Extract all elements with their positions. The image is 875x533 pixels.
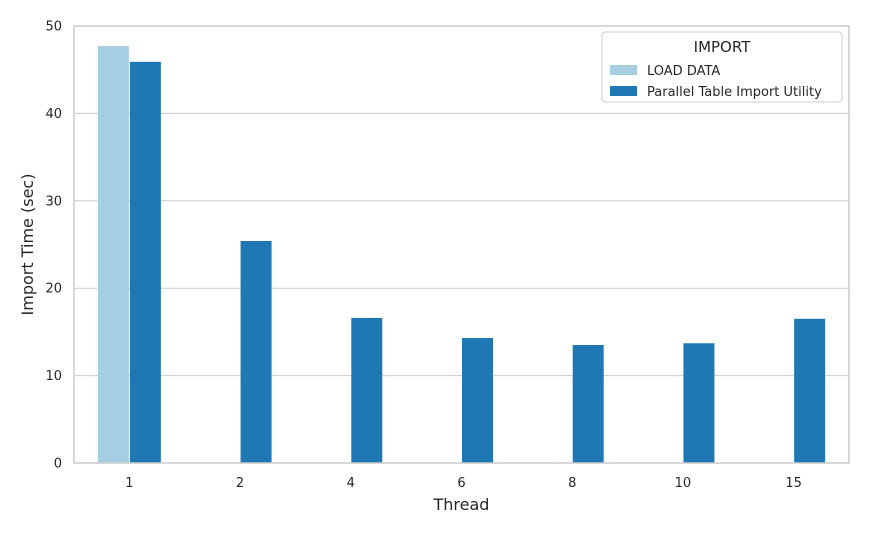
y-tick-label: 30: [45, 194, 62, 209]
legend-item: Parallel Table Import Utility: [610, 85, 822, 100]
bar: [97, 46, 129, 464]
legend-item: LOAD DATA: [610, 64, 720, 79]
bar: [351, 317, 383, 463]
bar: [683, 343, 715, 463]
legend-swatch: [610, 86, 637, 96]
bar: [129, 61, 161, 464]
x-tick-label: 8: [568, 476, 576, 491]
y-tick-label: 20: [45, 282, 62, 297]
legend-label: LOAD DATA: [647, 64, 720, 79]
x-tick-label: 1: [125, 476, 133, 491]
legend: IMPORT LOAD DATA Parallel Table Import Ut…: [601, 31, 843, 103]
x-tick-label: 2: [236, 476, 244, 491]
x-tick-label: 6: [457, 476, 465, 491]
x-tick-label: 10: [675, 476, 692, 491]
legend-box: [601, 31, 843, 103]
bars: [97, 46, 826, 464]
bar: [794, 318, 826, 463]
y-tick-labels: 0 10 20 30 40 50: [45, 20, 62, 472]
y-tick-label: 50: [45, 20, 62, 35]
legend-swatch: [610, 65, 637, 75]
bar: [572, 345, 604, 463]
x-tick-labels: 1 2 4 6 8 10 15: [125, 476, 802, 491]
bar: [462, 338, 493, 463]
y-axis-label: Import Time (sec): [18, 174, 37, 316]
legend-title: IMPORT: [694, 38, 752, 56]
y-tick-label: 10: [45, 369, 62, 384]
x-tick-label: 15: [785, 476, 802, 491]
x-tick-label: 4: [347, 476, 355, 491]
y-tick-label: 0: [54, 457, 62, 472]
bar: [240, 241, 272, 463]
y-tick-label: 40: [45, 107, 62, 122]
legend-label: Parallel Table Import Utility: [647, 85, 822, 100]
plot-frame: [73, 25, 850, 464]
x-axis-label: Thread: [433, 495, 490, 514]
